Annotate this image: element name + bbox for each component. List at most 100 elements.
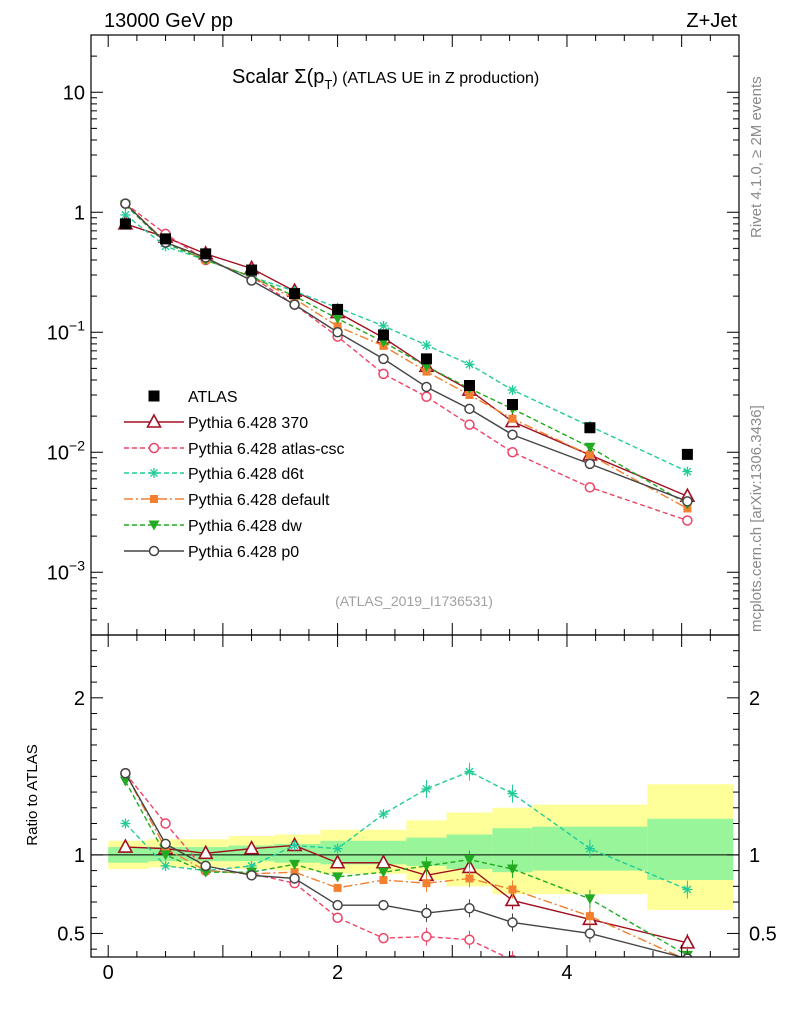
ratio-tick-label-0.5-right: 0.5: [749, 923, 777, 945]
series-5-main-point: [507, 429, 518, 440]
legend-marker-dw: [124, 520, 184, 531]
series-5-ratio-point: [332, 899, 343, 911]
series-5-ratio-point-shape: [682, 953, 693, 957]
series-2-ratio-point: [682, 884, 693, 895]
series-5-ratio-point-shape: [200, 860, 211, 872]
series-5-ratio-point: [289, 873, 300, 884]
series-5-main-point-shape: [378, 353, 389, 365]
legend-symbol-0-shape: [146, 413, 162, 428]
inner-band-segment: [274, 843, 321, 863]
series-5-main-point: [584, 458, 596, 470]
series-5-main-point-shape: [332, 327, 343, 338]
series-2-ratio-point: [332, 843, 343, 854]
legend-entry-atlas-csc: Pythia 6.428 atlas-csc: [124, 441, 345, 458]
series-1-ratio-point: [421, 931, 432, 942]
ratio-tick-label-2-right: 2: [749, 688, 760, 710]
series-3-main-point-shape: [585, 450, 594, 459]
series-2-ratio-point-stroke: [585, 844, 594, 853]
series-4-ratio-point: [584, 894, 596, 905]
legend-marker-370: [124, 413, 184, 428]
series-2-ratio-point: [378, 809, 389, 820]
legend-marker-d6t: [124, 468, 184, 478]
series-5-main-point-shape: [464, 403, 475, 415]
series-1-ratio-point: [378, 932, 389, 944]
series-5-main-point: [378, 353, 389, 365]
series-5-ratio-point: [421, 907, 432, 919]
series-1-main-point: [507, 447, 518, 458]
series-5-ratio-point-shape: [246, 870, 257, 881]
series-1-ratio-point-shape: [160, 818, 171, 829]
legend-symbol-3-shape: [150, 495, 158, 503]
series-0-ratio-point: [329, 854, 346, 869]
ratio-tick-label-0.5-left: 0.5: [57, 923, 85, 945]
series-3-ratio-point: [333, 883, 342, 892]
series-3-ratio-point-shape: [379, 876, 388, 885]
series-1-ratio-point-shape: [585, 973, 594, 982]
series-5-ratio-point-shape: [421, 907, 432, 919]
series-1-ratio-point: [683, 979, 692, 988]
series-2-ratio-point: [120, 818, 131, 829]
atlas-data-point: [681, 448, 693, 460]
series-2-ratio-point: [464, 766, 475, 777]
legend-label-default: Pythia 6.428 default: [188, 492, 330, 509]
series-5-main-point-shape: [421, 381, 432, 393]
series-1-ratio-point-shape: [464, 934, 475, 945]
ratio-uncertainty-bands: [108, 784, 734, 910]
legend-atlas-symbol: [148, 390, 160, 402]
series-0-ratio-point-shape: [504, 891, 521, 907]
legend-entry-dw: Pythia 6.428 dw: [124, 518, 302, 535]
x-tick-label-0: 0: [103, 962, 114, 984]
analysis-id-label: (ATLAS_2019_I1736531): [335, 593, 493, 609]
series-3-main-point: [333, 322, 342, 331]
series-2-ratio-point-stroke: [161, 861, 170, 870]
series-1-main-point-shape: [421, 391, 432, 403]
legend-entry-default: Pythia 6.428 default: [124, 492, 330, 509]
series-5-ratio-point: [507, 917, 518, 928]
legend-entry-atlas: ATLAS: [148, 389, 238, 406]
legend-atlas-symbol-shape: [148, 390, 160, 402]
series-1-main-point: [682, 515, 693, 526]
atlas-data-point: [377, 329, 389, 341]
series-3-ratio-point: [422, 879, 431, 888]
series-3-ratio-point-shape: [333, 883, 342, 892]
legend-symbol-1-shape: [148, 442, 160, 454]
series-5-main-point-shape: [507, 429, 518, 440]
series-2-main-point: [507, 385, 518, 396]
series-0-ratio-point: [243, 839, 260, 855]
series-5-ratio-point-shape: [120, 767, 131, 779]
series-0-ratio-point-shape: [197, 844, 214, 860]
series-1-ratio-point: [464, 934, 475, 945]
legend-label-370: Pythia 6.428 370: [188, 415, 308, 432]
series-3-ratio-point-shape: [508, 885, 517, 894]
series-0-ratio-point-shape: [117, 838, 134, 853]
series-2-ratio-point: [289, 840, 300, 851]
legend-symbol-0: [146, 413, 162, 428]
series-5-ratio-point: [378, 899, 389, 911]
legend-entry-d6t: Pythia 6.428 d6t: [124, 466, 304, 483]
header-process-label: Z+Jet: [686, 10, 737, 32]
series-4-ratio-point: [332, 872, 344, 883]
legend-label-d6t: Pythia 6.428 d6t: [188, 466, 304, 483]
legend-symbol-4-shape: [148, 520, 160, 531]
legend-symbol-3: [150, 495, 158, 503]
atlas-data-point-shape: [160, 233, 172, 245]
atlas-data-point: [160, 233, 172, 245]
series-5-main-point-shape: [120, 198, 131, 209]
ratio-plot-series: [117, 762, 696, 988]
series-2-main-point: [120, 209, 131, 220]
x-tick-label-2: 2: [332, 962, 343, 984]
legend: ATLAS Pythia 6.428 370 Pythia 6.428 atla…: [124, 389, 345, 561]
series-1-main-point-shape: [378, 368, 389, 380]
ratio-tick-label-2-left: 2: [74, 688, 85, 710]
atlas-data-point-shape: [332, 303, 344, 315]
series-1-ratio-point: [585, 973, 594, 982]
series-3-ratio-point: [465, 874, 474, 883]
series-0-ratio-line: [125, 844, 688, 944]
series-5-main-point-shape: [584, 458, 596, 470]
series-2-ratio-point-stroke: [683, 885, 692, 894]
series-4-ratio-point-shape: [377, 867, 389, 878]
series-2-ratio-point-stroke: [508, 789, 517, 798]
legend-marker-default: [124, 495, 184, 503]
series-1-main-point: [378, 368, 389, 380]
series-1-main-point-shape: [464, 419, 475, 430]
